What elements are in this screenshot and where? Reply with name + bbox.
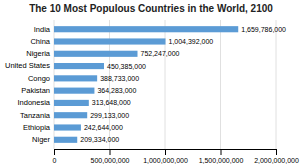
- grid-line: [276, 20, 277, 149]
- bar: [54, 26, 238, 32]
- bar: [54, 38, 165, 44]
- title: The 10 Most Populous Countries in the Wo…: [29, 3, 273, 14]
- y-tick: India: [34, 25, 51, 34]
- x-tick: 1,000,000,000: [143, 149, 188, 164]
- y-tick: China: [30, 37, 50, 46]
- x-axis-line: [55, 150, 277, 156]
- data-label: 209,334,000: [80, 136, 119, 143]
- data-label: 364,283,000: [97, 87, 136, 94]
- y-tick: Tanzania: [20, 111, 51, 120]
- data-label: 1,659,786,000: [241, 26, 286, 33]
- x-tick-mark: [276, 149, 277, 155]
- y-tick-label: Nigeria: [26, 49, 51, 58]
- bar: [54, 137, 77, 143]
- x-tick-label: 2,000,000,000: [254, 157, 299, 164]
- bar: [54, 51, 137, 57]
- x-tick-label: 500,000,000: [91, 157, 130, 164]
- y-axis: Niger Ethiopia Tanzania Indonesia Pakistan Co…: [5, 25, 51, 145]
- data-label: 1,004,392,000: [168, 38, 213, 45]
- x-tick: 0: [53, 149, 57, 164]
- y-tick-label: United States: [5, 61, 50, 70]
- y-tick-label: Indonesia: [17, 98, 50, 107]
- y-tick-label: Tanzania: [20, 111, 51, 120]
- y-tick: Indonesia: [17, 98, 50, 107]
- data-label: 313,648,000: [92, 99, 131, 106]
- y-tick: Congo: [28, 74, 50, 83]
- x-tick-mark: [221, 149, 222, 155]
- y-tick: Nigeria: [26, 49, 51, 58]
- grid-line: [220, 20, 221, 149]
- y-tick-label: Congo: [28, 74, 50, 83]
- data-label: 388,733,000: [100, 75, 139, 82]
- data-label: 450,385,000: [107, 63, 146, 70]
- data-label: 242,644,000: [84, 124, 123, 131]
- y-tick-label: Niger: [32, 135, 50, 144]
- y-tick-label: China: [30, 37, 50, 46]
- x-tick: 2,000,000,000: [254, 149, 299, 164]
- y-tick: Pakistan: [21, 86, 50, 95]
- bar: [54, 63, 104, 69]
- x-axis: 0 500,000,000 1,000,000,000 1,500,000,000 2,…: [53, 149, 299, 164]
- grid: [54, 20, 276, 149]
- y-tick-label: Pakistan: [21, 86, 50, 95]
- bar: [54, 112, 87, 118]
- y-tick-label: India: [34, 25, 51, 34]
- plot: 0 500,000,000 1,000,000,000 1,500,000,000 2,…: [5, 20, 299, 164]
- y-tick: Ethiopia: [23, 123, 51, 132]
- x-tick-label: 0: [53, 157, 57, 164]
- data-label: 752,247,000: [140, 50, 179, 57]
- x-tick-label: 1,000,000,000: [143, 157, 188, 164]
- bar: [54, 88, 94, 94]
- x-tick-label: 1,500,000,000: [199, 157, 244, 164]
- x-tick: 500,000,000: [91, 149, 130, 164]
- y-tick: United States: [5, 61, 50, 70]
- x-tick-mark: [110, 149, 111, 155]
- bar: [54, 100, 89, 106]
- x-tick: 1,500,000,000: [199, 149, 244, 164]
- x-tick-mark: [165, 149, 166, 155]
- chart: The 10 Most Populous Countries in the Wo…: [0, 0, 302, 167]
- data-labels: 209,334,000 242,644,000 299,133,000 313,648…: [80, 26, 286, 144]
- data-label: 299,133,000: [90, 112, 129, 119]
- bars: [54, 26, 238, 143]
- x-tick-mark: [54, 149, 55, 155]
- y-tick: Niger: [32, 135, 50, 144]
- bar: [54, 124, 81, 130]
- y-tick-label: Ethiopia: [23, 123, 51, 132]
- bar: [54, 75, 97, 81]
